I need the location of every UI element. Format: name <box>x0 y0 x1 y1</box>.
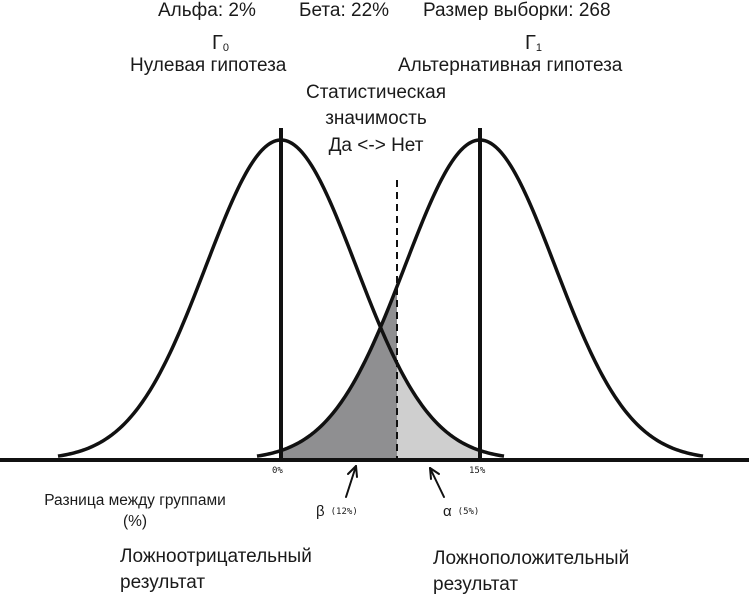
alpha-area <box>397 363 480 460</box>
beta-parameter: Бета: 22% <box>299 0 390 21</box>
sample-size-parameter: Размер выборки: 268 <box>423 0 611 21</box>
beta-value: (12%) <box>330 507 358 517</box>
x-axis-label: Разница между группами (%) <box>44 492 226 530</box>
alpha-parameter: Альфа: 2% <box>158 0 256 21</box>
alternative-hypothesis-label: Альтернативная гипотеза <box>398 55 623 76</box>
beta-symbol: β <box>316 503 325 520</box>
alpha-symbol: α <box>443 503 452 520</box>
tick-label-0: 0% <box>272 466 283 476</box>
significance-label: Статистическая значимость <box>305 82 447 129</box>
parameters-row: Альфа: 2% Бета: 22% Размер выборки: 268 <box>0 0 749 24</box>
alpha-value: (5%) <box>457 507 480 517</box>
alpha-arrow <box>429 467 445 498</box>
false-negative-label: Ложноотрицательный результат <box>120 546 312 593</box>
false-positive-label: Ложноположительный результат <box>433 548 630 595</box>
h0-symbol: Г0 <box>212 32 229 54</box>
beta-marker: β (12%) <box>316 503 358 520</box>
beta-area <box>281 286 397 460</box>
beta-arrow <box>345 465 358 498</box>
null-hypothesis-label: Нулевая гипотеза <box>130 55 287 76</box>
alpha-marker: α (5%) <box>443 503 479 520</box>
yes-no-label: Да <-> Нет <box>328 135 424 156</box>
tick-label-15: 15% <box>469 466 486 476</box>
h1-symbol: Г1 <box>525 32 542 54</box>
